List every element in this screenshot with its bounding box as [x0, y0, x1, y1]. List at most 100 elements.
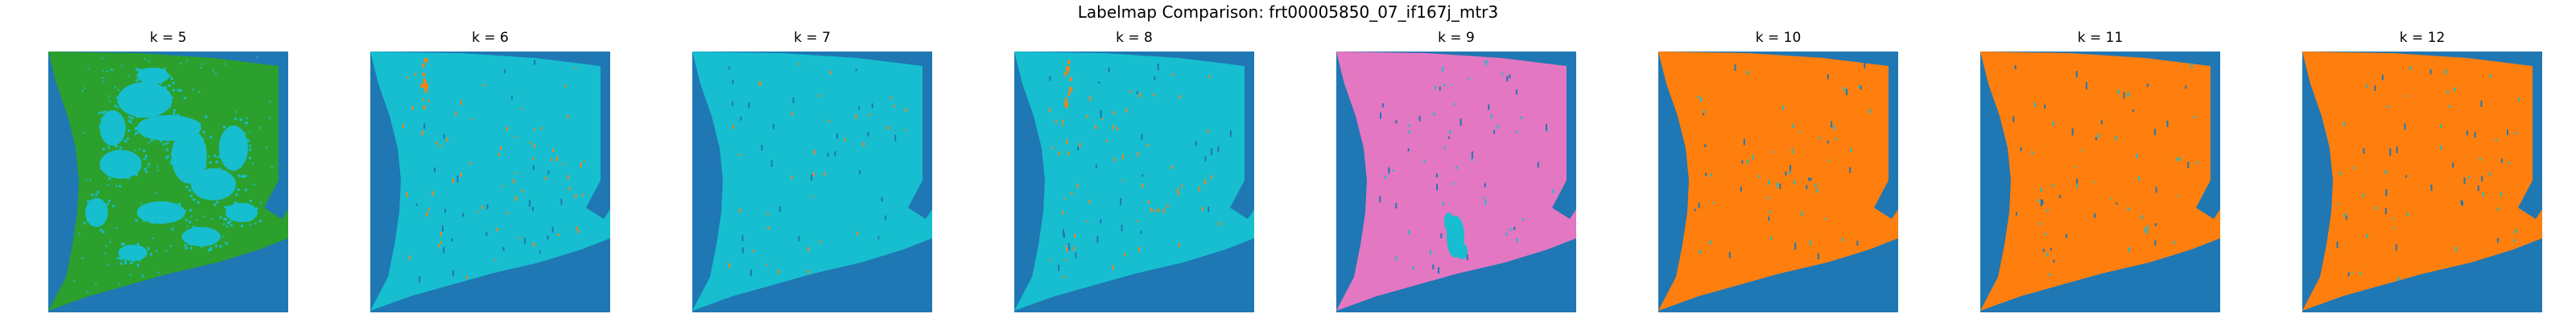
speckle-mark [112, 204, 115, 208]
speckle-mark [215, 72, 217, 75]
speckle-mark [112, 128, 115, 131]
speckle-mark [1098, 81, 1100, 84]
speckle-mark [162, 209, 165, 213]
speckle-mark [1521, 218, 1524, 221]
speckle-mark [225, 153, 229, 156]
speckle-mark [1758, 175, 1761, 178]
speckle-mark [180, 154, 184, 157]
speckle-mark [1827, 74, 1829, 80]
speckle-mark [1407, 124, 1410, 127]
speckle-mark [811, 174, 813, 181]
speckle-mark [140, 203, 142, 205]
speckle-mark [148, 76, 151, 80]
speckle-mark [220, 192, 223, 196]
speckle-mark [151, 95, 153, 98]
speckle-mark [2339, 171, 2342, 175]
speckle-mark [225, 225, 228, 228]
speckle-mark [1705, 172, 1707, 176]
panel-k12: k = 12 [2302, 29, 2542, 312]
speckle-mark [2393, 227, 2396, 229]
speckle-mark [101, 57, 104, 60]
speckle-mark [1776, 182, 1778, 188]
speckle-mark [135, 174, 138, 176]
speckle-mark [2053, 259, 2055, 263]
speckle-mark [1138, 246, 1141, 252]
speckle-mark [180, 63, 182, 65]
speckle-mark [750, 270, 752, 277]
speckle-mark [226, 205, 229, 208]
speckle-mark [1063, 229, 1064, 237]
speckle-mark [139, 248, 142, 251]
speckle-mark [2343, 213, 2346, 217]
speckle-mark [741, 234, 744, 242]
speckle-mark [1710, 173, 1712, 177]
speckle-layer [728, 63, 907, 277]
speckle-mark [1816, 188, 1818, 193]
speckle-mark [162, 213, 165, 216]
speckle-mark [141, 104, 143, 107]
speckle-mark [456, 175, 459, 183]
speckle-mark [163, 69, 166, 72]
speckle-mark [109, 241, 111, 243]
speckle-mark [134, 150, 136, 152]
speckle-mark [119, 164, 122, 167]
speckle-mark [118, 283, 120, 285]
speckle-mark [155, 250, 158, 253]
speckle-mark [208, 155, 210, 158]
speckle-mark [171, 221, 173, 223]
speckle-mark [135, 79, 138, 82]
speckle-mark [160, 217, 163, 220]
speckle-mark [97, 191, 100, 193]
speckle-mark [894, 134, 897, 142]
labelmap-image [2302, 52, 2542, 312]
speckle-mark [1066, 68, 1069, 73]
speckle-mark [186, 60, 188, 62]
speckle-mark [2429, 69, 2432, 75]
speckle-mark [142, 219, 146, 222]
speckle-mark [477, 212, 479, 213]
speckle-mark [109, 133, 113, 136]
speckle-blob [118, 82, 172, 118]
speckle-mark [2193, 116, 2195, 118]
speckle-mark [220, 188, 223, 191]
speckle-mark [1140, 230, 1142, 234]
speckle-mark [139, 68, 142, 71]
speckle-mark [227, 221, 230, 225]
speckle-mark [1395, 256, 1397, 261]
labelmap-image [1336, 52, 1576, 312]
speckle-mark [1752, 155, 1754, 160]
labelmap-image [1014, 52, 1254, 312]
speckle-mark [739, 208, 741, 213]
speckle-mark [2515, 229, 2517, 234]
speckle-mark [2128, 246, 2130, 252]
speckle-mark [904, 129, 906, 131]
speckle-mark [2405, 175, 2408, 178]
labelmap-region [1336, 52, 1576, 311]
speckle-mark [109, 68, 112, 71]
speckle-mark [210, 184, 213, 187]
speckle-mark [1488, 104, 1490, 110]
speckle-mark [180, 207, 182, 210]
speckle-mark [231, 208, 234, 212]
speckle-mark [1055, 119, 1057, 123]
speckle-mark [145, 170, 148, 173]
speckle-mark [1471, 157, 1473, 161]
speckle-mark [259, 220, 262, 223]
speckle-mark [1450, 84, 1451, 86]
speckle-mark [494, 259, 497, 262]
speckle-mark [157, 208, 160, 212]
speckle-mark [1711, 202, 1714, 204]
speckle-mark [1827, 140, 1829, 144]
speckle-mark [766, 212, 769, 215]
speckle-mark [223, 223, 225, 225]
speckle-mark [184, 209, 187, 213]
speckle-mark [218, 167, 221, 170]
speckle-mark [83, 221, 86, 225]
speckle-mark [123, 163, 126, 166]
speckle-mark [2404, 123, 2406, 130]
speckle-mark [2034, 102, 2036, 107]
speckle-mark [1412, 266, 1414, 270]
speckle-mark [1139, 93, 1141, 98]
speckle-mark [157, 97, 159, 98]
speckle-mark [741, 247, 744, 254]
